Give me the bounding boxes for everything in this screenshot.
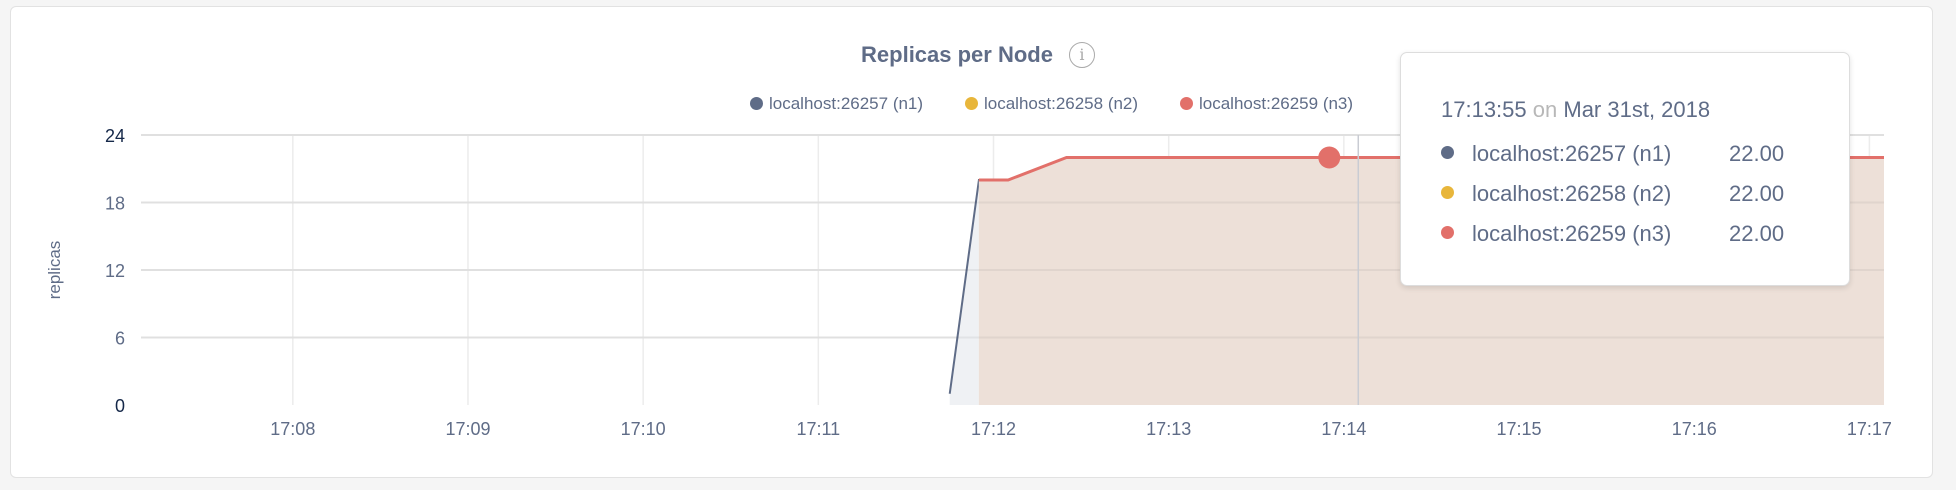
x-tick-label: 17:12 [971,419,1016,439]
tooltip-date: Mar 31st, 2018 [1563,97,1711,122]
tooltip-row-n3: localhost:26259 (n3) 22.00 [1441,221,1784,247]
info-icon[interactable]: i [1068,42,1095,68]
x-tick-label: 17:09 [445,419,490,439]
tooltip-on: on [1532,97,1558,122]
tooltip-row-n2: localhost:26258 (n2) 22.00 [1441,181,1784,207]
hover-tooltip: 17:13:55 on Mar 31st, 2018 localhost:262… [1400,52,1850,286]
tooltip-name: localhost:26259 (n3) [1472,221,1672,246]
y-tick-label: 0 [115,396,125,416]
x-tick-label: 17:10 [621,419,666,439]
legend-dot [965,97,978,110]
x-tick-label: 17:14 [1321,419,1366,439]
chart-title-text: Replicas per Node [861,42,1053,67]
tooltip-name: localhost:26257 (n1) [1472,141,1672,166]
legend-dot [1180,97,1193,110]
tooltip-dot [1441,226,1454,239]
tooltip-value: 22.00 [1729,141,1785,166]
tooltip-value: 22.00 [1729,181,1785,206]
y-tick-label: 12 [105,261,125,281]
y-tick-label: 24 [105,126,125,146]
y-tick-label: 6 [115,329,125,349]
legend-item-n2[interactable]: localhost:26258 (n2) [965,94,1138,114]
legend-dot [750,97,763,110]
legend-item-n3[interactable]: localhost:26259 (n3) [1180,94,1353,114]
x-tick-label: 17:11 [796,419,840,439]
hover-point [1318,146,1341,169]
tooltip-name: localhost:26258 (n2) [1472,181,1672,206]
tooltip-dot [1441,146,1454,159]
x-tick-label: 17:16 [1672,419,1717,439]
tooltip-row-n1: localhost:26257 (n1) 22.00 [1441,141,1784,167]
y-tick-label: 18 [105,194,125,214]
tooltip-time: 17:13:55 [1441,97,1527,122]
tooltip-value: 22.00 [1729,221,1785,246]
x-tick-label: 17:08 [270,419,315,439]
y-axis-label: replicas [45,241,64,300]
chart-title: Replicas per Node i [0,42,1956,68]
legend-label: localhost:26259 (n3) [1199,94,1354,113]
x-tick-label: 17:13 [1146,419,1191,439]
legend-label: localhost:26257 (n1) [769,94,924,113]
legend-label: localhost:26258 (n2) [984,94,1139,113]
tooltip-header: 17:13:55 on Mar 31st, 2018 [1441,97,1710,123]
x-tick-label: 17:15 [1497,419,1542,439]
x-tick-label: 17:17 [1847,419,1892,439]
legend-item-n1[interactable]: localhost:26257 (n1) [750,94,923,114]
tooltip-dot [1441,186,1454,199]
